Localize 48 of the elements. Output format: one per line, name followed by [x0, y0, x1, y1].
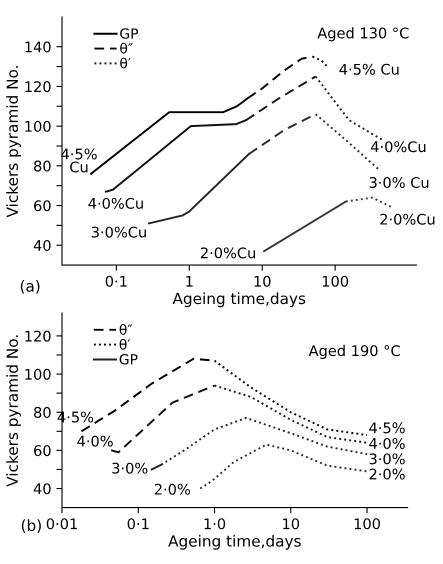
x-tick-label: 10	[254, 276, 271, 287]
y-tick-label: 100	[25, 368, 51, 380]
annotation: 2·0%	[370, 468, 405, 480]
y-tick-label: 140	[25, 41, 51, 52]
x-axis-title: Ageing time,days	[168, 534, 301, 550]
y-tick-label: 120	[25, 81, 51, 92]
y-tick-label: 60	[34, 445, 51, 456]
y-axis-title: Vickers pyramid No.	[6, 335, 21, 487]
y-tick-label: 80	[34, 406, 51, 418]
y-tick-label: 60	[34, 200, 51, 212]
x-tick-label: 10	[283, 518, 300, 530]
x-tick-label: 1	[186, 276, 193, 287]
annotation: 4·0%	[77, 436, 113, 447]
annotation: 3·0%	[112, 462, 148, 474]
annotation: Aged 130 °C	[317, 27, 409, 42]
text: (a)	[20, 280, 40, 294]
annotation: 4·5%	[369, 422, 405, 434]
legend-label: θ′	[120, 58, 131, 68]
x-tick-label: 0·1	[106, 276, 127, 287]
legend-label: θ″	[120, 324, 132, 335]
annotation: 4·0%Cu	[88, 198, 143, 209]
x-tick-label: 100	[354, 518, 380, 530]
text: (b)	[22, 519, 41, 533]
y-tick-label: 80	[34, 160, 51, 172]
annotation: 3·0% Cu	[370, 176, 428, 188]
annotation: 4·0%	[369, 438, 405, 449]
annotation: 2·0%Cu	[200, 247, 255, 258]
x-axis-title: Ageing time,days	[172, 292, 306, 308]
legend-label: θ′	[120, 338, 130, 350]
x-tick-label: 1·0	[204, 518, 226, 530]
y-tick-label: 120	[25, 330, 51, 342]
y-tick-label: 100	[25, 120, 51, 132]
x-tick-label: 100	[322, 276, 348, 287]
annotation: 2·0%	[154, 484, 190, 495]
legend-label: GP	[120, 354, 138, 365]
x-tick-label: 0·01	[46, 518, 77, 530]
annotation: 4·0%Cu	[370, 141, 426, 152]
x-tick-label: 0·1	[128, 518, 149, 530]
annotation: 2·0%Cu	[380, 214, 434, 225]
y-axis-title: Vickers pyramid No.	[6, 66, 21, 218]
annotation: 3·0%	[370, 453, 405, 464]
legend-label: θ″	[120, 42, 133, 54]
y-tick-label: 40	[34, 483, 51, 494]
y-tick-label: 40	[34, 240, 51, 251]
annotation: 3·0%Cu	[92, 226, 146, 238]
annotation: 4·5% Cu	[339, 64, 399, 75]
legend-label: GP	[120, 28, 138, 39]
annotation: Aged 190 °C	[308, 344, 400, 359]
